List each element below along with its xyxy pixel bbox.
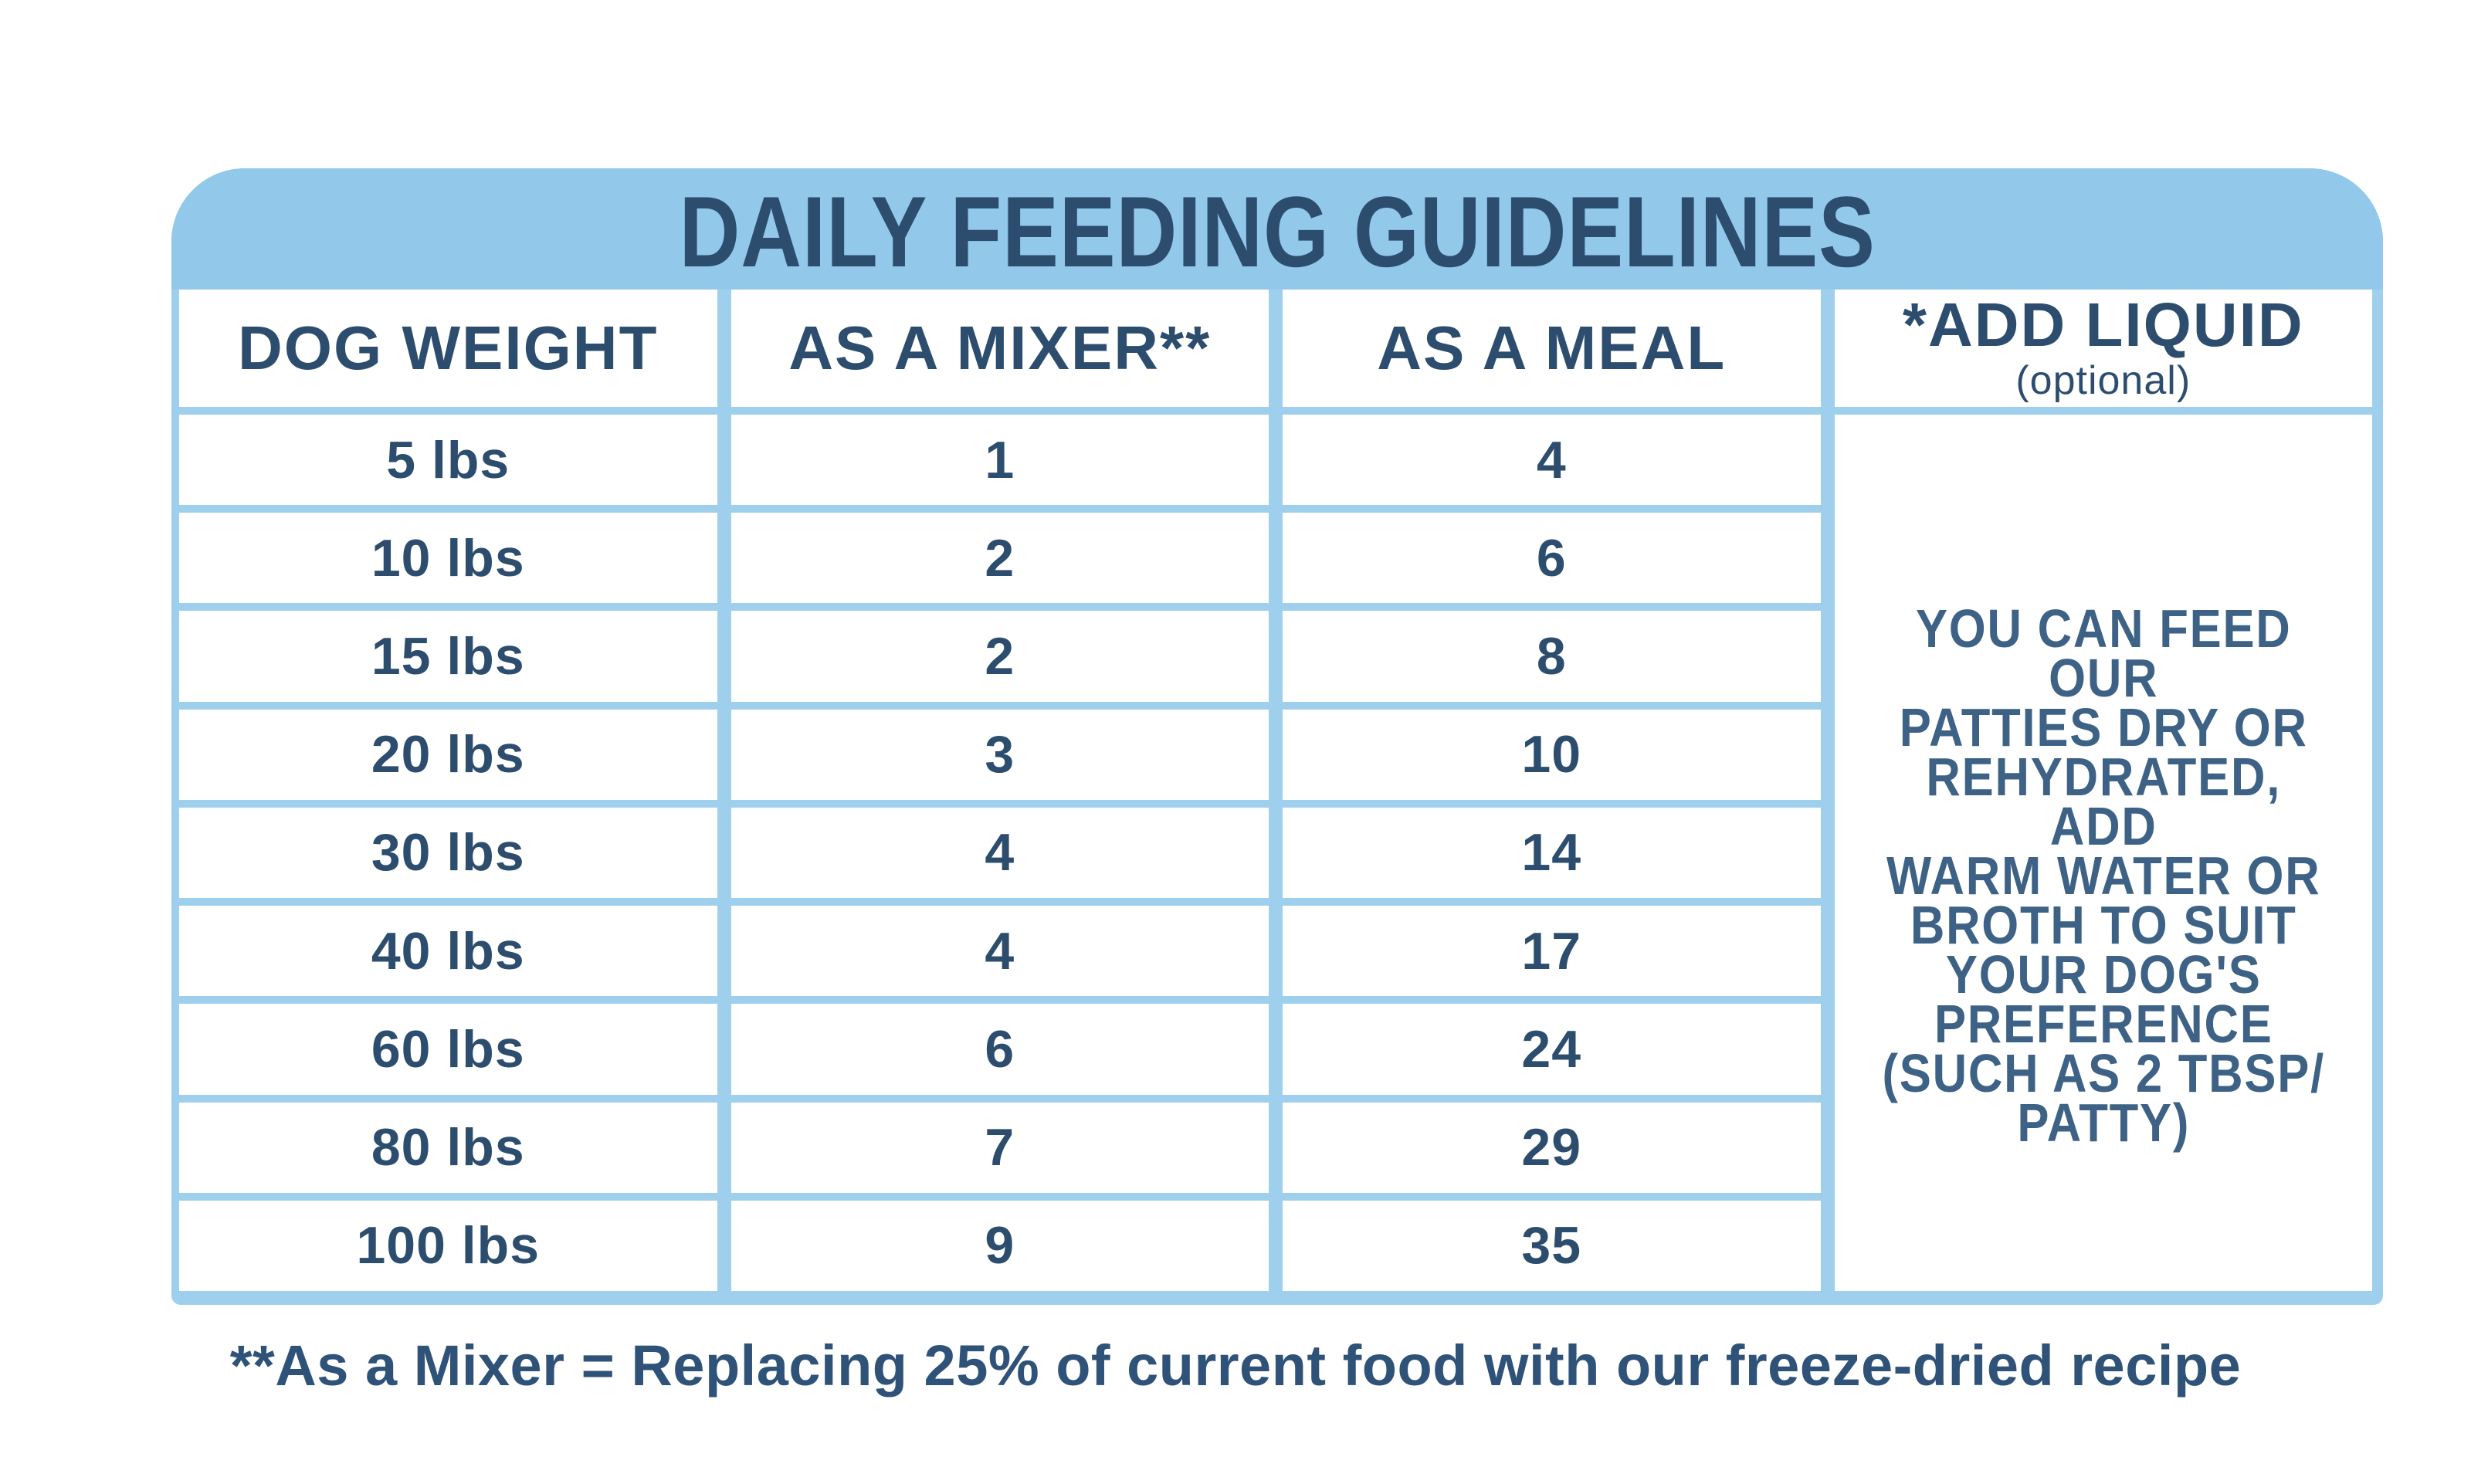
meal-cell: 35 xyxy=(1283,1200,1821,1291)
meal-cell: 17 xyxy=(1283,906,1821,997)
mixer-cell: 3 xyxy=(730,709,1269,800)
meal-cell: 6 xyxy=(1283,513,1821,604)
weight-cell: 40 lbs xyxy=(179,906,717,997)
mixer-cell: 9 xyxy=(730,1200,1269,1291)
add-liquid-note-cell: YOU CAN FEED OUR PATTIES DRY OR REHYDRAT… xyxy=(1834,415,2372,1291)
weight-cell: 30 lbs xyxy=(179,807,717,899)
mixer-cell: 2 xyxy=(730,611,1269,702)
add-liquid-note-text: YOU CAN FEED OUR PATTIES DRY OR REHYDRAT… xyxy=(1881,598,2325,1154)
col-header-add-liquid: *ADD LIQUID (optional) xyxy=(1834,290,2372,407)
col-header-dog-weight-label: DOG WEIGHT xyxy=(238,313,659,382)
meal-cell: 4 xyxy=(1283,415,1821,506)
weight-cell: 10 lbs xyxy=(179,513,717,604)
feeding-guidelines-card: DAILY FEEDING GUIDELINES DOG WEIGHT AS A… xyxy=(171,168,2383,1305)
meal-cell: 24 xyxy=(1283,1004,1821,1095)
title-band: DAILY FEEDING GUIDELINES xyxy=(171,168,2383,290)
col-header-dog-weight: DOG WEIGHT xyxy=(179,290,717,407)
meal-cell: 10 xyxy=(1283,709,1821,800)
weight-cell: 80 lbs xyxy=(179,1102,717,1193)
mixer-cell: 4 xyxy=(730,906,1269,997)
weight-cell: 15 lbs xyxy=(179,611,717,702)
mixer-cell: 7 xyxy=(730,1102,1269,1193)
col-header-as-a-mixer: AS A MIXER** xyxy=(730,290,1269,407)
weight-cell: 20 lbs xyxy=(179,709,717,800)
mixer-cell: 2 xyxy=(730,513,1269,604)
mixer-cell: 1 xyxy=(730,415,1269,506)
col-header-as-a-meal-label: AS A MEAL xyxy=(1377,313,1727,382)
weight-cell: 100 lbs xyxy=(179,1200,717,1291)
mixer-cell: 4 xyxy=(730,807,1269,899)
mixer-footnote: **As a Mixer = Replacing 25% of current … xyxy=(229,1333,2242,1398)
add-liquid-subtitle: (optional) xyxy=(2015,358,2191,404)
weight-cell: 60 lbs xyxy=(179,1004,717,1095)
meal-cell: 14 xyxy=(1283,807,1821,899)
add-liquid-title: *ADD LIQUID xyxy=(1902,290,2304,360)
weight-cell: 5 lbs xyxy=(179,415,717,506)
col-header-as-a-meal: AS A MEAL xyxy=(1283,290,1821,407)
meal-cell: 29 xyxy=(1283,1102,1821,1193)
col-header-as-a-mixer-label: AS A MIXER** xyxy=(788,313,1212,382)
meal-cell: 8 xyxy=(1283,611,1821,702)
feeding-table: DOG WEIGHT AS A MIXER** AS A MEAL *ADD L… xyxy=(179,290,2372,1291)
mixer-cell: 6 xyxy=(730,1004,1269,1095)
page-title: DAILY FEEDING GUIDELINES xyxy=(679,174,1876,288)
